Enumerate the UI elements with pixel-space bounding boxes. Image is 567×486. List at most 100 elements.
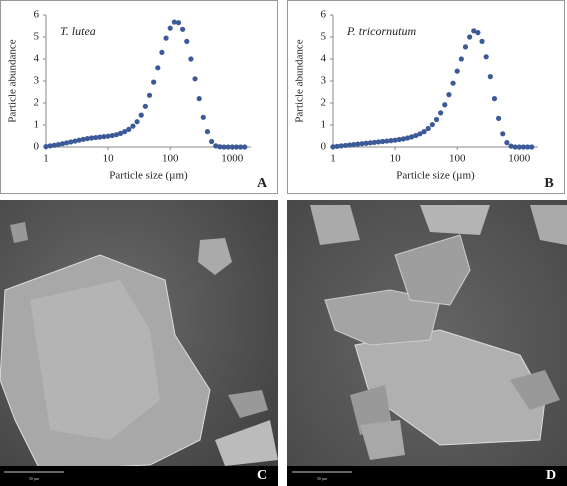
data-point — [142, 103, 148, 109]
data-point — [43, 143, 49, 150]
data-point — [130, 123, 136, 129]
data-point — [88, 135, 95, 141]
data-point — [500, 131, 506, 137]
data-point — [363, 140, 369, 146]
scale-bar-label: 30 µm — [317, 476, 328, 481]
data-point — [404, 135, 411, 141]
y-tick-label: 4 — [321, 53, 327, 65]
data-point — [229, 144, 235, 150]
annotation: P. tricornutum — [346, 24, 416, 38]
data-point — [375, 139, 382, 145]
data-point — [196, 96, 202, 102]
data-point — [479, 38, 485, 45]
data-point — [450, 80, 456, 86]
data-point — [159, 49, 165, 56]
data-point — [504, 140, 510, 146]
data-point — [388, 138, 394, 144]
chart-frame — [287, 0, 565, 194]
data-point — [392, 137, 398, 143]
data-point — [421, 129, 427, 135]
data-point — [47, 143, 53, 149]
data-point — [151, 79, 157, 85]
y-tick-label: 1 — [321, 119, 327, 131]
data-point — [180, 26, 186, 32]
data-point — [84, 136, 91, 142]
chart-frame — [0, 0, 278, 194]
x-tick-label: 10 — [390, 153, 402, 165]
x-tick-label: 100 — [162, 153, 179, 165]
y-tick-label: 3 — [321, 75, 327, 87]
data-point — [338, 143, 344, 149]
data-point — [97, 134, 103, 140]
data-point — [467, 34, 473, 40]
data-point — [59, 141, 66, 147]
y-tick-label: 2 — [321, 97, 327, 109]
data-point — [51, 142, 57, 148]
data-point — [429, 121, 435, 128]
data-point — [237, 144, 244, 150]
data-point — [425, 125, 431, 132]
data-point — [167, 25, 173, 31]
y-tick-label: 3 — [34, 75, 40, 87]
y-tick-label: 6 — [34, 9, 40, 21]
data-point — [163, 35, 169, 41]
data-point — [384, 138, 390, 144]
data-point — [101, 134, 107, 140]
data-point — [171, 19, 177, 25]
x-tick-label: 10 — [103, 153, 115, 165]
data-point — [105, 133, 111, 139]
data-point — [213, 143, 219, 149]
data-point — [76, 137, 82, 143]
x-tick-label: 1000 — [221, 153, 244, 165]
y-tick-label: 5 — [34, 31, 40, 43]
data-point — [109, 132, 115, 139]
x-axis-label: Particle size (µm) — [396, 170, 475, 182]
data-point — [496, 115, 502, 121]
data-point — [487, 74, 493, 80]
x-axis-label: Particle size (µm) — [109, 170, 188, 182]
data-point — [184, 38, 190, 45]
data-point — [454, 68, 460, 74]
data-point — [188, 56, 194, 62]
data-point — [417, 131, 423, 137]
data-point — [175, 20, 182, 26]
sem-image-d: 30 µm D — [287, 200, 567, 486]
data-point — [242, 144, 248, 150]
data-point — [122, 129, 128, 135]
data-point — [483, 54, 489, 60]
data-point — [225, 144, 231, 150]
data-point — [68, 139, 74, 145]
data-point — [346, 142, 353, 148]
panel-label: B — [544, 176, 553, 191]
y-tick-label: 0 — [34, 141, 40, 153]
data-point — [146, 92, 153, 98]
data-point — [520, 144, 527, 150]
data-point — [413, 132, 419, 139]
data-point — [529, 144, 535, 150]
data-point — [221, 144, 227, 150]
data-point — [209, 138, 215, 145]
x-tick-label: 1 — [43, 153, 49, 165]
data-point — [72, 138, 78, 144]
data-point — [471, 28, 477, 34]
data-point — [64, 140, 70, 146]
y-tick-label: 1 — [34, 119, 40, 131]
y-tick-label: 4 — [34, 53, 40, 65]
data-point — [93, 134, 99, 141]
data-point — [371, 139, 378, 145]
data-point — [200, 114, 206, 120]
panel-label: D — [546, 468, 556, 483]
data-point — [458, 56, 464, 62]
data-point — [233, 144, 240, 150]
data-point — [155, 65, 161, 71]
x-tick-label: 1 — [330, 153, 336, 165]
x-tick-label: 1000 — [508, 153, 531, 165]
panel-label: C — [257, 468, 267, 483]
y-axis-label: Particle abundance — [7, 39, 19, 122]
data-point — [462, 44, 469, 50]
data-point — [409, 134, 415, 140]
y-tick-label: 6 — [321, 9, 327, 21]
data-point — [113, 132, 119, 138]
scale-bar-label: 30 µm — [29, 476, 40, 481]
